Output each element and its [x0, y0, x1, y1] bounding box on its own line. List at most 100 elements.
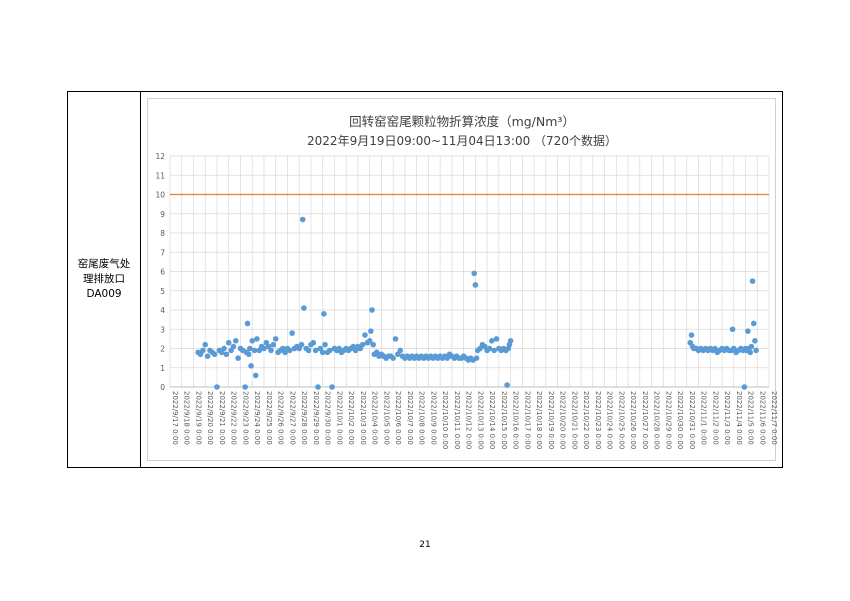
- chart-title: 回转窑窑尾颗粒物折算浓度（mg/Nm³）: [349, 114, 575, 129]
- x-tick-label: 2022/10/23 0:00: [594, 391, 602, 449]
- x-tick-label: 2022/10/14 0:00: [488, 391, 496, 449]
- data-point: [471, 270, 477, 277]
- data-point: [252, 372, 259, 379]
- series: [170, 193, 769, 390]
- label-line-3: DA009: [86, 288, 122, 300]
- x-tick-label: 2022/9/29 0:00: [312, 391, 320, 445]
- data-point: [745, 328, 751, 334]
- x-tick-label: 2022/10/4 0:00: [371, 391, 379, 445]
- data-point: [299, 216, 306, 223]
- data-point: [491, 347, 497, 354]
- x-tick-label: 2022/9/23 0:00: [241, 391, 249, 445]
- data-point: [242, 384, 248, 390]
- x-tick-label: 2022/10/31 0:00: [688, 391, 696, 449]
- y-tick-label: 5: [160, 287, 165, 296]
- data-point: [310, 339, 317, 346]
- data-point: [741, 384, 748, 390]
- x-tick-label: 2022/10/30 0:00: [676, 391, 684, 449]
- report-table: 窑尾废气处 理排放口 DA009: [67, 91, 783, 468]
- x-tick-label: 2022/10/28 0:00: [653, 391, 661, 449]
- data-point: [287, 347, 293, 354]
- x-tick-label: 2022/9/17 0:00: [171, 391, 179, 445]
- x-tick-label: 2022/11/5 0:00: [747, 391, 755, 445]
- x-tick-label: 2022/10/11 0:00: [453, 391, 461, 449]
- data-point: [202, 341, 209, 348]
- y-tick-label: 2: [160, 345, 165, 354]
- data-point: [254, 336, 260, 342]
- data-point: [319, 349, 326, 356]
- y-tick-label: 3: [160, 325, 165, 334]
- x-tick-label: 2022/10/5 0:00: [382, 391, 390, 445]
- x-tick-label: 2022/10/16 0:00: [512, 391, 520, 449]
- data-point: [315, 384, 321, 390]
- x-tick-label: 2022/11/3 0:00: [723, 391, 731, 445]
- label-line-2: 理排放口: [83, 273, 125, 285]
- x-tick-label: 2022/10/21 0:00: [570, 391, 578, 449]
- x-tick-label: 2022/11/7 0:00: [770, 391, 777, 445]
- data-point: [368, 328, 374, 334]
- data-point: [688, 332, 695, 338]
- data-point: [752, 338, 758, 344]
- data-point: [268, 347, 274, 354]
- data-point: [321, 311, 327, 317]
- x-tick-label: 2022/10/12 0:00: [465, 391, 473, 449]
- x-tick-label: 2022/10/15 0:00: [500, 391, 508, 449]
- x-axis-ticks: 2022/9/17 0:00 2022/9/18 0:00 2022/9/19 0:…: [171, 391, 777, 449]
- data-point: [214, 384, 220, 390]
- x-tick-label: 2022/10/27 0:00: [641, 391, 649, 449]
- x-tick-label: 2022/10/29 0:00: [664, 391, 672, 449]
- x-tick-label: 2022/10/17 0:00: [523, 391, 531, 449]
- data-point: [305, 347, 312, 354]
- data-point: [221, 345, 227, 352]
- data-point: [753, 347, 759, 354]
- data-point: [312, 347, 319, 354]
- data-point: [390, 355, 396, 361]
- emission-point-label: 窑尾废气处 理排放口 DA009: [68, 92, 141, 467]
- x-tick-label: 2022/10/9 0:00: [429, 391, 437, 445]
- data-point: [489, 338, 495, 344]
- x-tick-label: 2022/10/13 0:00: [476, 391, 484, 449]
- data-point: [472, 282, 479, 288]
- data-point: [369, 307, 375, 313]
- data-point: [366, 338, 373, 344]
- y-tick-label: 11: [155, 171, 165, 180]
- data-point: [200, 347, 206, 354]
- data-point: [359, 341, 366, 348]
- x-tick-label: 2022/10/25 0:00: [617, 391, 625, 449]
- x-tick-label: 2022/10/2 0:00: [347, 391, 355, 445]
- x-tick-label: 2022/10/20 0:00: [559, 391, 567, 449]
- x-tick-label: 2022/10/7 0:00: [406, 391, 414, 445]
- x-tick-label: 2022/10/8 0:00: [418, 391, 426, 445]
- x-tick-label: 2022/10/6 0:00: [394, 391, 402, 445]
- y-tick-label: 8: [160, 229, 165, 238]
- data-point: [362, 332, 368, 338]
- data-point: [244, 320, 251, 327]
- x-tick-label: 2022/10/24 0:00: [606, 391, 614, 449]
- data-point: [747, 349, 754, 356]
- x-tick-label: 2022/9/26 0:00: [277, 391, 285, 445]
- data-point: [289, 330, 295, 336]
- chart-subtitle: 2022年9月19日09:00~11月04日13:00 （720个数据）: [307, 133, 617, 148]
- data-point: [211, 351, 218, 358]
- data-point: [504, 382, 510, 388]
- y-tick-label: 12: [155, 152, 165, 161]
- data-point: [392, 336, 399, 342]
- data-point: [230, 343, 237, 350]
- y-tick-label: 9: [160, 210, 165, 219]
- data-point: [486, 345, 493, 352]
- data-point: [249, 338, 256, 344]
- x-tick-label: 2022/9/21 0:00: [218, 391, 226, 445]
- x-tick-label: 2022/11/6 0:00: [758, 391, 766, 445]
- data-point: [301, 305, 307, 311]
- x-tick-label: 2022/9/20 0:00: [206, 391, 214, 445]
- data-point: [251, 347, 258, 354]
- data-point: [225, 339, 232, 346]
- data-point: [204, 353, 211, 359]
- data-point: [493, 336, 500, 342]
- data-point: [329, 384, 335, 390]
- data-point: [270, 341, 277, 348]
- data-point: [749, 278, 756, 284]
- x-tick-label: 2022/10/26 0:00: [629, 391, 637, 449]
- x-tick-label: 2022/9/28 0:00: [300, 391, 308, 445]
